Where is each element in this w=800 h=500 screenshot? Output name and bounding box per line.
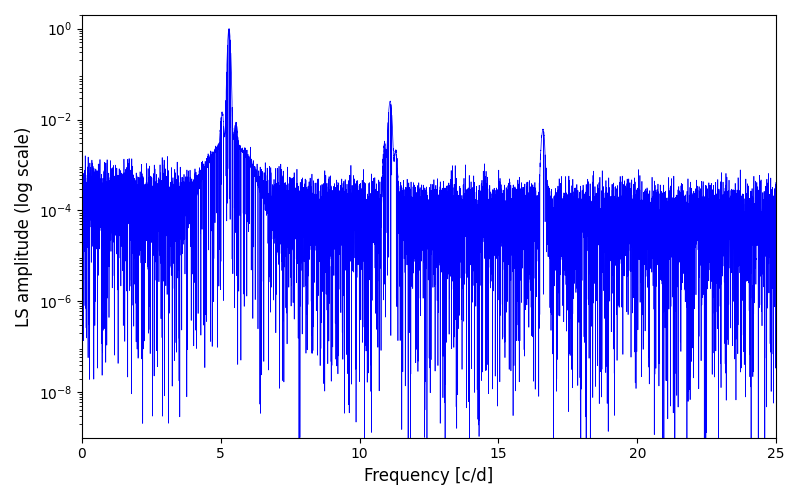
- Y-axis label: LS amplitude (log scale): LS amplitude (log scale): [15, 126, 33, 326]
- X-axis label: Frequency [c/d]: Frequency [c/d]: [364, 467, 494, 485]
